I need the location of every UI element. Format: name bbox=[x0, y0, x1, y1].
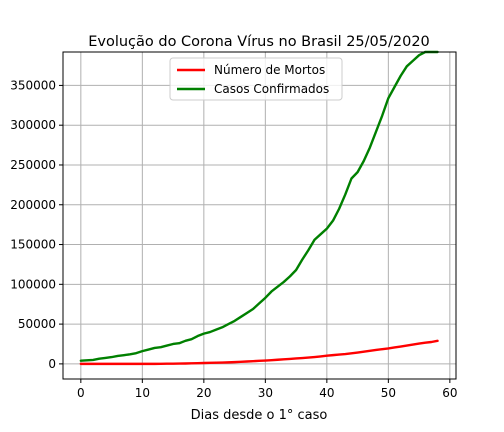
y-tick-label: 250000 bbox=[10, 158, 56, 172]
plot-area bbox=[63, 52, 456, 379]
y-tick-label: 50000 bbox=[18, 317, 56, 331]
y-tick-label: 300000 bbox=[10, 118, 56, 132]
x-axis-label: Dias desde o 1° caso bbox=[191, 408, 328, 423]
x-tick-label: 50 bbox=[381, 386, 396, 400]
series-line-mortos bbox=[79, 339, 439, 366]
x-tick-label: 40 bbox=[319, 386, 334, 400]
series-layer bbox=[79, 50, 439, 366]
y-tick-label: 200000 bbox=[10, 198, 56, 212]
x-tick-label: 60 bbox=[442, 386, 457, 400]
x-tick-label: 20 bbox=[196, 386, 211, 400]
series-line-casos bbox=[79, 50, 439, 362]
y-tick-label: 150000 bbox=[10, 238, 56, 252]
y-axis: 0 50000 100000 150000 200000 250000 300000 3500… bbox=[10, 78, 63, 371]
y-tick-label: 100000 bbox=[10, 277, 56, 291]
y-tick-label: 0 bbox=[48, 357, 56, 371]
legend-box bbox=[169, 57, 343, 101]
x-tick-label: 10 bbox=[135, 386, 150, 400]
x-tick-label: 0 bbox=[77, 386, 85, 400]
grid bbox=[63, 52, 456, 379]
plot-frame bbox=[62, 51, 457, 380]
y-tick-label: 350000 bbox=[10, 78, 56, 92]
legend-label-casos: Casos Confirmados bbox=[214, 82, 329, 96]
x-tick-label: 30 bbox=[258, 386, 273, 400]
chart-title: Evolução do Corona Vírus no Brasil 25/05… bbox=[88, 34, 430, 50]
legend-label-mortos: Número de Mortos bbox=[214, 63, 325, 77]
x-axis: 0 10 20 30 40 50 60 bbox=[77, 379, 457, 400]
legend: Número de Mortos Casos Confirmados bbox=[169, 57, 343, 101]
